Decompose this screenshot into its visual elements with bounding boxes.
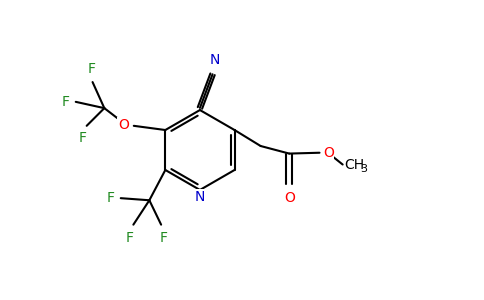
Text: O: O [323,146,334,160]
Text: F: F [106,191,114,205]
Text: F: F [88,62,96,76]
Text: N: N [210,53,220,67]
Text: F: F [61,95,69,109]
Text: 3: 3 [360,164,367,174]
Text: O: O [118,118,129,132]
Text: N: N [195,190,205,204]
Text: F: F [159,231,167,244]
Text: F: F [78,131,87,145]
Text: CH: CH [345,158,365,172]
Text: O: O [284,190,295,205]
Text: F: F [126,231,134,244]
